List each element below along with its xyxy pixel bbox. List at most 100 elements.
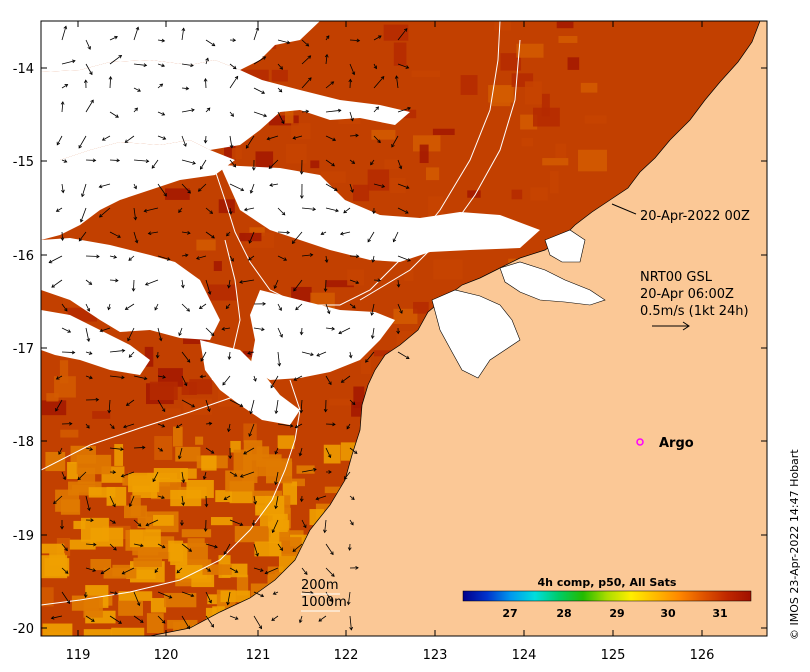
current-vector [109,35,118,41]
x-tick-label: 121 [246,648,271,663]
current-vector [100,567,111,575]
current-vector [181,231,191,235]
current-vector [228,207,233,215]
y-tick-label: -18 [13,435,34,450]
sst-cell [189,379,213,395]
current-vector [60,519,64,530]
current-vector [373,135,381,144]
current-vector [107,399,112,414]
current-vector [270,375,279,389]
current-vector [133,63,148,68]
current-vector [55,207,63,212]
sst-cell [128,472,160,493]
sst-cell [73,520,86,530]
sst-cell [239,232,262,242]
current-vector [295,303,303,311]
sst-cell [111,627,145,636]
current-vector [55,399,63,412]
current-vector [85,495,91,512]
current-vector [157,135,167,140]
current-vector [128,495,135,508]
current-vector [249,399,255,415]
current-vector [325,135,337,142]
current-vector [253,495,257,505]
current-vector [205,615,214,628]
current-vector [181,495,185,506]
current-vector [124,303,135,310]
sst-cell [432,128,455,136]
current-vector [239,471,255,478]
colorbar-ticks: 27 28 29 30 31 [502,607,727,620]
current-vector [226,591,231,606]
current-vector [181,183,191,194]
sst-cell [556,21,574,29]
current-vector [229,255,234,262]
current-vector [373,76,385,89]
current-vector [370,303,375,316]
colorbar-tick-label: 30 [660,607,676,620]
current-vector [61,25,68,41]
current-vector [349,495,355,500]
current-vector [109,543,117,551]
current-vector [133,207,138,221]
y-tick-label: -15 [13,155,34,170]
sst-cell [45,451,66,472]
current-vector [294,423,303,429]
current-vector [133,87,141,92]
current-vector [277,327,283,338]
current-vector [301,567,308,575]
current-vector [203,78,208,89]
current-vector [85,542,97,547]
current-vector [152,471,159,483]
current-vector [131,279,136,292]
sst-cell [580,82,598,93]
current-vector [181,63,194,68]
current-vector [349,183,354,193]
current-vector [277,111,285,125]
current-vector [397,351,410,359]
current-scale-label: 0.5m/s (1kt 24h) [640,304,749,319]
sst-cell [225,470,255,492]
current-vector [229,159,237,168]
sst-cell [231,147,242,160]
y-tick-label: -14 [13,62,34,77]
current-vector [229,135,234,149]
sst-cell [404,269,414,281]
current-vector [348,78,353,89]
current-vector [204,495,209,508]
current-vector [181,135,187,147]
current-vector [205,57,209,65]
current-vector [373,35,382,41]
sst-cell [325,280,354,288]
current-vector [325,326,336,331]
current-vector [392,231,399,243]
sst-cell [255,151,274,172]
sst-cell [367,169,390,191]
x-axis: 119 120 121 122 123 124 125 126 [66,21,714,663]
current-vector [181,615,190,630]
current-vector [123,423,135,429]
sst-cell [578,149,607,172]
argo-label: Argo [659,436,694,451]
current-vector [85,423,90,429]
current-vector [181,351,191,363]
current-vector [373,183,386,188]
sst-cell [285,143,307,164]
current-vector [199,374,207,379]
current-vector [157,423,166,428]
current-vector [147,231,159,236]
current-vector [226,231,231,237]
sst-cell [426,167,440,181]
sst-cell [213,261,222,272]
current-vector [277,255,288,261]
current-vector [325,447,332,459]
current-vector [205,447,215,454]
current-vector [85,158,97,163]
current-vector [85,254,100,259]
sst-cell [167,619,198,629]
current-vector [229,38,237,43]
current-vector [109,447,124,452]
x-tick-label: 122 [334,648,359,663]
current-vector [58,447,63,455]
sst-cell [352,184,370,202]
